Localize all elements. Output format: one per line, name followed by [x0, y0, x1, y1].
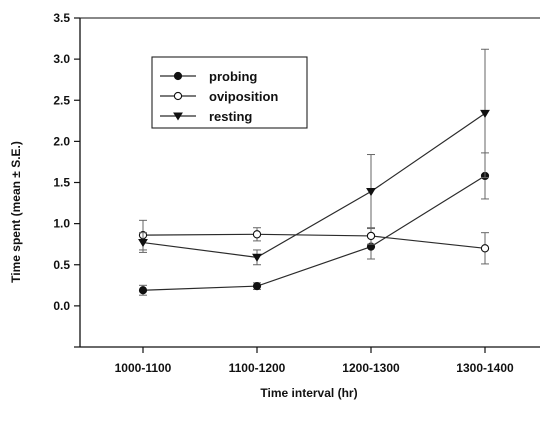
- legend-label: resting: [209, 109, 252, 124]
- data-point: [173, 112, 183, 121]
- data-point: [480, 244, 490, 253]
- x-tick-label: 1100-1200: [229, 361, 286, 375]
- series-oviposition: [138, 219, 490, 265]
- y-tick-label: 1.0: [53, 217, 70, 231]
- y-tick-label: 3.5: [53, 11, 70, 25]
- x-axis-ticks: 1000-1100 1100-1200 1200-1300 1300-1400: [115, 347, 514, 375]
- axes: [79, 17, 540, 348]
- legend: probing oviposition resting: [151, 56, 308, 129]
- legend-item: resting: [160, 109, 252, 124]
- data-point: [366, 187, 376, 197]
- data-point: [252, 253, 262, 262]
- series-line: [142, 175, 486, 291]
- data-point: [252, 282, 262, 291]
- legend-label: probing: [209, 69, 257, 84]
- series-layer: [138, 48, 490, 296]
- legend-item: oviposition: [160, 89, 278, 104]
- data-point: [252, 230, 262, 239]
- data-point: [366, 231, 376, 241]
- x-tick-label: 1000-1100: [115, 361, 172, 375]
- data-point: [480, 109, 490, 118]
- y-tick-label: 0.5: [53, 258, 70, 272]
- x-tick-label: 1200-1300: [342, 361, 400, 375]
- data-point: [173, 91, 183, 101]
- data-point: [173, 71, 183, 81]
- x-tick-label: 1300-1400: [456, 361, 514, 375]
- y-tick-label: 3.0: [53, 52, 70, 66]
- y-tick-label: 1.5: [53, 176, 70, 190]
- series-line: [142, 112, 486, 258]
- legend-item: probing: [160, 69, 257, 84]
- y-tick-label: 2.5: [53, 93, 70, 107]
- x-axis-title: Time interval (hr): [260, 386, 357, 400]
- data-point: [138, 238, 148, 248]
- legend-label: oviposition: [209, 89, 278, 104]
- y-tick-label: 2.0: [53, 134, 70, 148]
- y-axis-title: Time spent (mean ± S.E.): [9, 141, 23, 283]
- y-axis-ticks: 0.0 0.5 1.0 1.5 2.0 2.5 3.0 3.5: [53, 11, 80, 348]
- y-tick-label: 0.0: [53, 299, 70, 313]
- series-line: [142, 233, 486, 249]
- series-resting: [138, 48, 490, 266]
- data-point: [138, 286, 148, 295]
